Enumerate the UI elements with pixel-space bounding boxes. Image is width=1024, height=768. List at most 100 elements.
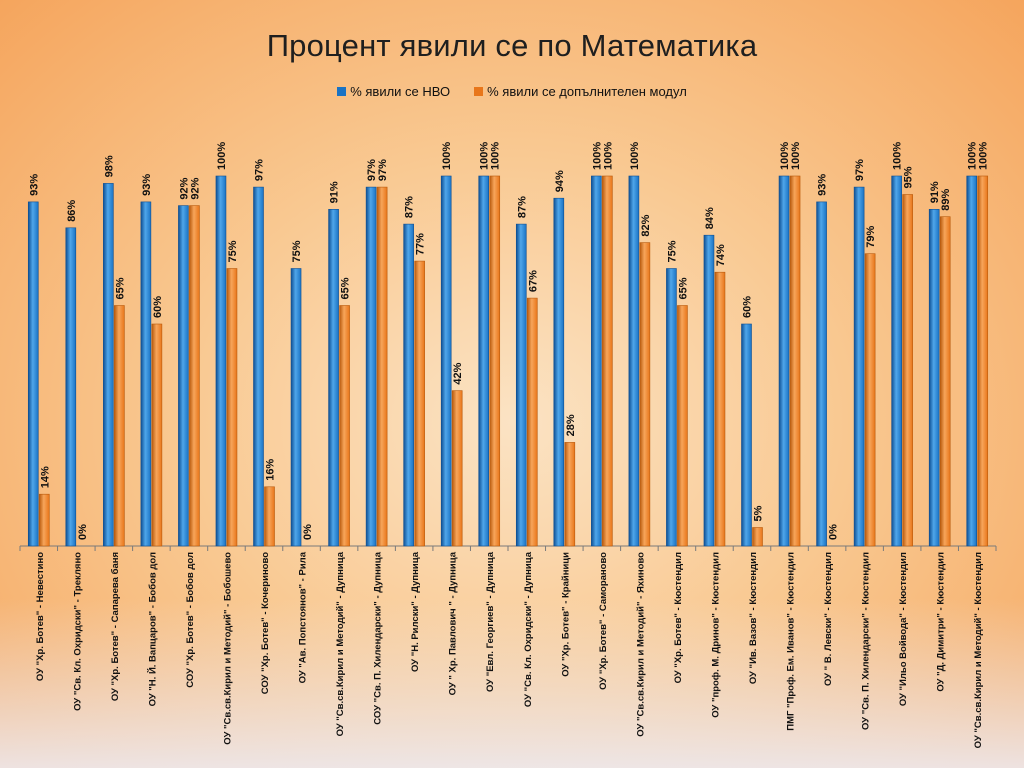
bar-nvo bbox=[365, 186, 377, 547]
data-label-module: 100% bbox=[790, 142, 802, 170]
data-label-module: 16% bbox=[265, 459, 277, 481]
bar-module bbox=[489, 175, 501, 547]
x-tick-label: СОУ "Св. П. Хилендарски" - Дупница bbox=[373, 551, 384, 724]
data-label-nvo: 75% bbox=[291, 240, 303, 262]
data-label-module: 0% bbox=[77, 524, 89, 540]
data-label-nvo: 97% bbox=[366, 159, 378, 181]
data-label-nvo: 100% bbox=[441, 142, 453, 170]
data-label-nvo: 100% bbox=[591, 142, 603, 170]
x-tick-label: ОУ "Д. Димитри" - Кюстендил bbox=[936, 552, 947, 692]
x-tick-label: ОУ "Св.св.Кирил и Методий" - Дупница bbox=[335, 551, 346, 736]
data-label-module: 5% bbox=[753, 505, 765, 521]
legend-swatch-module bbox=[474, 87, 484, 96]
bar-nvo bbox=[816, 201, 827, 547]
data-label-module: 77% bbox=[415, 233, 427, 255]
data-label-nvo: 94% bbox=[554, 170, 566, 192]
bar-module bbox=[902, 194, 913, 547]
data-label-module: 65% bbox=[340, 277, 352, 299]
bar-nvo bbox=[290, 268, 302, 547]
data-label-module: 97% bbox=[377, 159, 389, 181]
bar-module bbox=[789, 175, 801, 547]
x-tick-label: ОУ "Хр. Ботев" - Сапарева баня bbox=[110, 552, 121, 701]
data-label-nvo: 97% bbox=[854, 159, 866, 181]
bar-module bbox=[38, 493, 50, 547]
bar-nvo bbox=[928, 209, 940, 547]
x-tick-label: СОУ "Хр. Ботев" - Кочериново bbox=[260, 552, 271, 694]
legend-label-nvo: % явили се НВО bbox=[350, 84, 451, 99]
data-label-module: 67% bbox=[527, 270, 539, 292]
data-label-module: 79% bbox=[865, 225, 877, 247]
x-tick-label: ПМГ "Проф. Ем. Иванов" - Кюстендил bbox=[786, 552, 797, 731]
bar-module bbox=[602, 175, 613, 547]
x-tick-label: ОУ " Хр. Павлович " - Дупница bbox=[448, 551, 459, 695]
data-label-nvo: 87% bbox=[404, 196, 416, 218]
x-tick-label: ОУ "Хр. Ботев" - Кюстендил bbox=[673, 552, 684, 683]
data-label-nvo: 93% bbox=[817, 174, 829, 196]
legend-item-module: % явили се допълнителен модул bbox=[474, 84, 687, 99]
x-tick-label: ОУ "Хр. Ботев" - Самораново bbox=[598, 552, 609, 690]
data-label-nvo: 87% bbox=[516, 196, 528, 218]
bar-nvo bbox=[591, 175, 602, 547]
data-label-module: 60% bbox=[152, 296, 164, 318]
bar-module bbox=[451, 390, 463, 547]
x-tick-label: ОУ "Св.св.Кирил и Методий" - Бобошево bbox=[222, 552, 233, 745]
bar-module bbox=[752, 527, 763, 547]
data-label-module: 42% bbox=[452, 362, 464, 384]
x-tick-label: ОУ "Ав. Попстоянов" - Рила bbox=[298, 551, 309, 683]
data-label-module: 65% bbox=[677, 277, 689, 299]
bar-nvo bbox=[703, 234, 715, 547]
legend-item-nvo: % явили се НВО bbox=[337, 84, 450, 99]
x-tick-label: ОУ "Св.св.Кирил и Методий" - Кюстендил bbox=[973, 552, 984, 748]
data-label-module: 75% bbox=[227, 240, 239, 262]
data-label-module: 0% bbox=[828, 524, 840, 540]
data-label-nvo: 100% bbox=[779, 142, 791, 170]
bar-nvo bbox=[628, 175, 640, 547]
data-label-module: 95% bbox=[903, 166, 915, 188]
bar-nvo bbox=[27, 201, 39, 547]
data-label-nvo: 100% bbox=[629, 142, 641, 170]
bar-nvo bbox=[741, 323, 752, 547]
bar-nvo bbox=[140, 201, 152, 547]
x-tick-label: ОУ "Хр. Ботев" - Крайници bbox=[560, 552, 571, 677]
data-label-nvo: 100% bbox=[479, 142, 491, 170]
chart-title: Процент явили се по Математика bbox=[266, 28, 758, 63]
data-label-module: 100% bbox=[978, 142, 990, 170]
x-tick-label: ОУ "Св. П. Хилендарски" - Кюстендил bbox=[861, 552, 872, 730]
data-label-nvo: 75% bbox=[666, 240, 678, 262]
bar-nvo bbox=[178, 205, 189, 547]
legend-label-module: % явили се допълнителен модул bbox=[487, 84, 687, 99]
data-label-nvo: 60% bbox=[742, 296, 754, 318]
x-tick-label: ОУ "Н. Й. Вапцаров" - Бобов дол bbox=[146, 552, 158, 706]
bar-nvo bbox=[966, 175, 978, 547]
chart-legend: % явили се НВО % явили се допълнителен м… bbox=[0, 84, 1024, 99]
bar-module bbox=[114, 305, 125, 547]
x-tick-label: ОУ "Св. Кл. Охридски" - Дупница bbox=[523, 551, 534, 707]
bar-nvo bbox=[891, 175, 902, 547]
data-label-nvo: 91% bbox=[329, 181, 341, 203]
data-label-module: 28% bbox=[565, 414, 577, 436]
data-label-nvo: 100% bbox=[892, 142, 904, 170]
bar-nvo bbox=[666, 268, 677, 547]
bar-nvo bbox=[515, 223, 527, 547]
bar-module bbox=[564, 442, 576, 547]
bar-module bbox=[977, 175, 989, 547]
bar-module bbox=[189, 205, 200, 547]
x-tick-label: СОУ "Хр. Ботев" - Бобов дол bbox=[185, 552, 196, 688]
data-label-module: 65% bbox=[114, 277, 126, 299]
bar-nvo bbox=[440, 175, 452, 547]
data-label-nvo: 92% bbox=[178, 177, 190, 199]
data-label-module: 74% bbox=[715, 244, 727, 266]
bar-nvo bbox=[478, 175, 490, 547]
x-tick-label: ОУ "Н. Рилски" - Дупница bbox=[410, 551, 421, 672]
bar-module bbox=[376, 186, 388, 547]
legend-swatch-nvo bbox=[337, 87, 347, 96]
data-label-module: 14% bbox=[39, 466, 51, 488]
x-tick-label: ОУ "Ив. Вазов" - Кюстендил bbox=[748, 552, 759, 684]
bar-nvo bbox=[403, 223, 414, 547]
x-tick-label: ОУ "проф. М. Дринов" - Кюстендил bbox=[710, 552, 721, 718]
bar-module bbox=[526, 297, 538, 547]
data-label-module: 0% bbox=[302, 524, 314, 540]
data-label-nvo: 98% bbox=[103, 155, 115, 177]
data-label-nvo: 84% bbox=[704, 207, 716, 229]
